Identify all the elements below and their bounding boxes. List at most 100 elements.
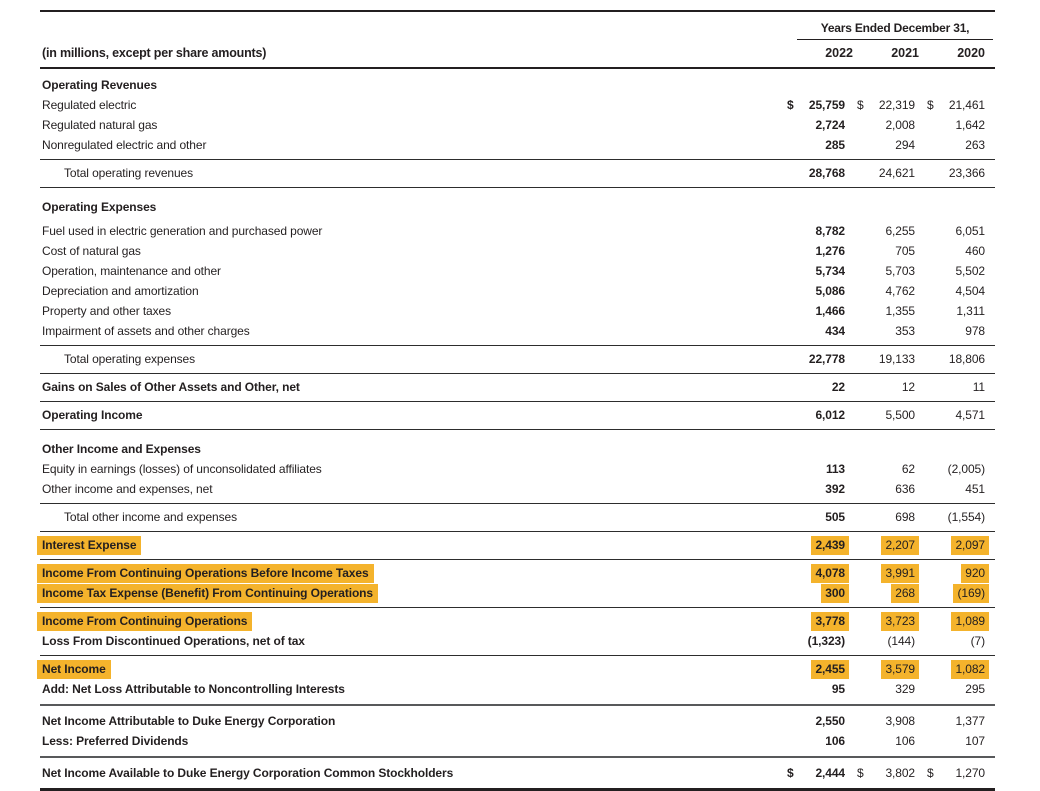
value-text: 113 [825, 462, 845, 476]
row-values: 1,466 1,355 1,311 [775, 304, 995, 318]
row-values: 505 698 (1,554) [775, 510, 995, 524]
row-values: 4,078 3,991 920 [775, 563, 995, 583]
value-2022: 1,466 [787, 304, 845, 318]
row-label: Interest Expense [37, 536, 775, 555]
income-statement: (in millions, except per share amounts) … [37, 10, 995, 791]
period-columns: Years Ended December 31, 2022 2021 2020 [787, 12, 995, 67]
value-2020: 107 [927, 734, 985, 748]
income-statement-rows: Operating Revenues Regulated electric $25,… [37, 69, 995, 783]
value-2021: 268 [857, 583, 919, 603]
highlighted-value-text: 1,082 [951, 659, 989, 679]
row-label: Regulated natural gas [40, 118, 775, 132]
row-label: Nonregulated electric and other [40, 138, 775, 152]
value-text: 329 [895, 682, 915, 696]
row-values: 22 12 11 [775, 380, 995, 394]
row-operation-maintenance-and-other: Operation, maintenance and other 5,734 5,7… [40, 261, 995, 281]
value-text: 106 [825, 734, 845, 748]
label-text: Equity in earnings (losses) of unconsoli… [42, 462, 322, 476]
value-text: 5,086 [815, 284, 845, 298]
value-2021: 3,908 [857, 714, 915, 728]
value-text: 4,571 [955, 408, 985, 422]
value-text: 460 [965, 244, 985, 258]
value-2022: 2,724 [787, 118, 845, 132]
row-values: $2,444 $3,802 $1,270 [775, 766, 995, 780]
value-2021: 6,255 [857, 224, 915, 238]
value-2021: 19,133 [857, 352, 915, 366]
value-2021: 2,008 [857, 118, 915, 132]
value-2020: 4,571 [927, 408, 985, 422]
value-text: 451 [965, 482, 985, 496]
row-impairment-of-assets-and-other-charges: Impairment of assets and other charges 43… [40, 321, 995, 341]
value-2022: 434 [787, 324, 845, 338]
row-label: Total operating expenses [40, 352, 775, 366]
row-label: Gains on Sales of Other Assets and Other… [40, 380, 775, 394]
value-2022: 392 [787, 482, 845, 496]
value-2021: 106 [857, 734, 915, 748]
value-2022: $2,444 [787, 766, 845, 780]
highlighted-value-text: 2,207 [881, 535, 919, 555]
row-values: 95 329 295 [775, 682, 995, 696]
value-2022: 2,439 [787, 535, 849, 555]
label-text: Net Income Attributable to Duke Energy C… [42, 714, 336, 728]
label-text: Impairment of assets and other charges [42, 324, 250, 338]
currency-symbol: $ [927, 766, 934, 780]
row-label: Loss From Discontinued Operations, net o… [40, 634, 775, 648]
row-income-from-continuing-operations-before-income-: Income From Continuing Operations Before… [37, 563, 995, 583]
value-2021: 62 [857, 462, 915, 476]
label-text: Nonregulated electric and other [42, 138, 207, 152]
currency-symbol: $ [927, 98, 934, 112]
row-label: Cost of natural gas [40, 244, 775, 258]
value-2022: 22,778 [787, 352, 845, 366]
row-values: 113 62 (2,005) [775, 462, 995, 476]
value-2021: (144) [857, 634, 915, 648]
section-divider [40, 372, 995, 374]
value-text: 1,270 [955, 766, 985, 780]
value-text: 8,782 [815, 224, 845, 238]
table-header: (in millions, except per share amounts) … [40, 12, 995, 69]
section-divider [40, 428, 995, 430]
currency-symbol: $ [787, 766, 794, 780]
value-2020: 6,051 [927, 224, 985, 238]
label-text: Less: Preferred Dividends [42, 734, 189, 748]
value-text: 1,466 [815, 304, 845, 318]
row-label: Depreciation and amortization [40, 284, 775, 298]
value-text: 11 [972, 380, 985, 394]
row-label: Income Tax Expense (Benefit) From Contin… [37, 584, 775, 603]
row-property-and-other-taxes: Property and other taxes 1,466 1,355 1,311 [40, 301, 995, 321]
value-text: 392 [825, 482, 845, 496]
label-text: Operating Income [42, 408, 143, 422]
value-2020: 5,502 [927, 264, 985, 278]
label-text: Depreciation and amortization [42, 284, 199, 298]
value-text: (1,323) [807, 634, 845, 648]
value-2021: 636 [857, 482, 915, 496]
section-divider [40, 158, 995, 160]
row-cost-of-natural-gas: Cost of natural gas 1,276 705 460 [40, 241, 995, 261]
row-income-from-continuing-operations: Income From Continuing Operations 3,778 3,… [37, 611, 995, 631]
value-2021: 698 [857, 510, 915, 524]
row-net-income-available-to-duke-energy-corporation-: Net Income Available to Duke Energy Corp… [40, 763, 995, 783]
highlighted-label-text: Income From Continuing Operations Before… [37, 564, 374, 583]
value-text: 3,802 [885, 766, 915, 780]
value-2020: 1,089 [927, 611, 989, 631]
value-2021: 705 [857, 244, 915, 258]
highlighted-label-text: Income Tax Expense (Benefit) From Contin… [37, 584, 378, 603]
value-2020: 4,504 [927, 284, 985, 298]
row-gains-on-sales-of-other-assets-and-other-net: Gains on Sales of Other Assets and Other… [40, 377, 995, 397]
value-2021: $3,802 [857, 766, 915, 780]
row-net-income-attributable-to-duke-energy-corporati: Net Income Attributable to Duke Energy C… [40, 711, 995, 731]
row-label: Net Income Attributable to Duke Energy C… [40, 714, 775, 728]
row-total-other-income-and-expenses: Total other income and expenses 505 698 (1,… [40, 507, 995, 527]
row-values: 6,012 5,500 4,571 [775, 408, 995, 422]
value-text: 18,806 [948, 352, 985, 366]
value-2020: (7) [927, 634, 985, 648]
row-operating-income: Operating Income 6,012 5,500 4,571 [40, 405, 995, 425]
row-other-income-and-expenses: Other Income and Expenses [40, 433, 995, 459]
value-2020: 978 [927, 324, 985, 338]
row-values: 434 353 978 [775, 324, 995, 338]
row-label: Total operating revenues [40, 166, 775, 180]
row-values: 5,734 5,703 5,502 [775, 264, 995, 278]
row-values: 285 294 263 [775, 138, 995, 152]
row-interest-expense: Interest Expense 2,439 2,207 2,097 [37, 535, 995, 555]
section-divider [40, 704, 995, 706]
row-label: Regulated electric [40, 98, 775, 112]
